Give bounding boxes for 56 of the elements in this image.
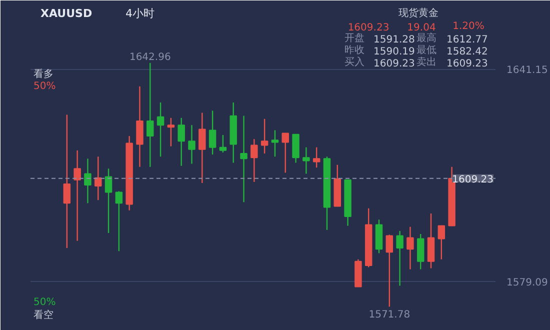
text: 看空 [34, 309, 54, 321]
candlestick [156, 102, 164, 158]
candlestick [312, 146, 320, 168]
candlestick [282, 132, 289, 174]
annotation: 买入 [344, 56, 364, 68]
candlestick [63, 114, 71, 249]
candlestick [94, 156, 102, 201]
candlestick [188, 124, 196, 164]
annotation: 1571.78 [368, 310, 410, 321]
candlestick [406, 226, 414, 270]
annotation: 最高 [416, 32, 436, 44]
chart-title: XAUUSD [40, 7, 92, 20]
annotation: 最低 [416, 45, 436, 56]
annotation: 19.04 [407, 22, 436, 34]
annotation: 1590.19 [374, 46, 415, 58]
annotation: 1591.28 [374, 34, 415, 46]
text: 50% [34, 81, 56, 92]
candlestick [386, 234, 394, 308]
annotation: 1612.77 [446, 34, 488, 46]
candlestick [416, 233, 424, 270]
candlestick [146, 62, 154, 168]
candlestick [438, 225, 446, 260]
annotation: 1609.23 [374, 58, 415, 70]
candlestick [208, 110, 216, 156]
y-tick-label: 1641.15 [506, 65, 548, 76]
annotation: 卖出 [416, 56, 436, 68]
candlestick [198, 112, 206, 184]
candlestick [302, 146, 310, 174]
ref-line-label: 1609.23 [452, 174, 494, 186]
annotation: 1.20% [452, 21, 484, 32]
candlestick [136, 86, 144, 168]
candlestick [396, 230, 404, 286]
text: 50% [34, 297, 56, 308]
candlestick [167, 117, 175, 147]
candlestick [240, 115, 248, 203]
annotation: 1609.23 [446, 58, 488, 70]
candlestick [427, 212, 435, 269]
text: 看多 [34, 68, 54, 80]
candlestick [219, 134, 227, 154]
annotation: 开盘 [344, 32, 364, 44]
candlestick [74, 150, 81, 242]
y-tick-label: 1579.09 [506, 278, 548, 289]
annotation: 1642.96 [129, 52, 171, 63]
annotation: 1582.42 [446, 46, 488, 58]
candlestick [250, 138, 258, 183]
annotation: 现货黄金 [398, 7, 438, 19]
candlestick [84, 158, 92, 204]
candlestick [260, 118, 268, 154]
chart-subtitle: 4小时 [126, 7, 154, 20]
candlestick [271, 130, 279, 158]
annotation: 昨收 [344, 44, 364, 56]
candlestick [178, 117, 185, 166]
candlestick [104, 168, 112, 234]
annotation: 1609.23 [348, 22, 390, 34]
candlestick [292, 134, 300, 164]
candlestick [115, 190, 123, 252]
